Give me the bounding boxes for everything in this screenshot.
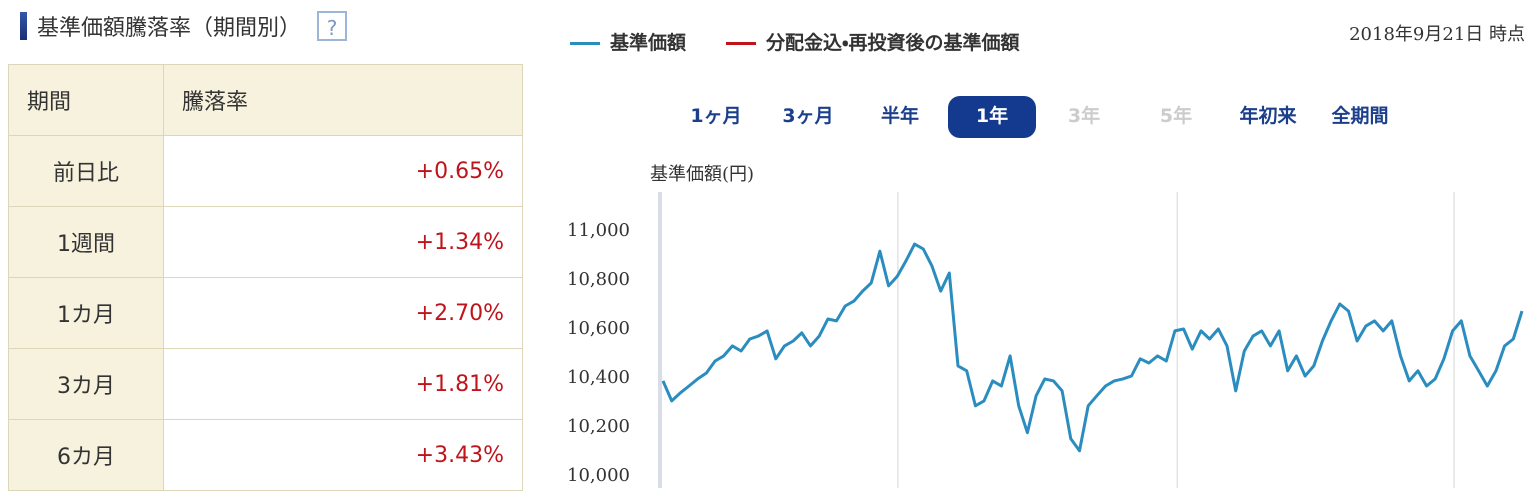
timestamp: 2018年9月21日 時点 [1349, 24, 1525, 45]
column-header: 騰落率 [163, 64, 523, 136]
y-tick-label: 10,000 [567, 465, 630, 486]
column-header: 期間 [8, 64, 164, 136]
legend: 基準価額 分配金込・再投資後の基準価額 [570, 28, 1019, 55]
return-value: +0.65% [163, 135, 523, 207]
y-tick-label: 11,000 [567, 220, 630, 241]
y-tick-label: 10,800 [567, 269, 630, 290]
period: 1カ月 [8, 277, 164, 349]
period-tab[interactable]: 半年 [880, 105, 919, 127]
period-tab[interactable]: 1ヶ月 [690, 105, 742, 127]
legend-swatch [726, 42, 757, 45]
period-tab[interactable]: 1年 [948, 96, 1036, 138]
y-tick-label: 10,600 [567, 318, 630, 339]
y-tick-label: 10,400 [567, 367, 630, 388]
legend-label: 基準価額 [610, 32, 687, 54]
table-row: 3カ月 +1.81% [8, 348, 523, 420]
legend-label: 分配金込・再投資後の基準価額 [766, 32, 1020, 54]
period: 3カ月 [8, 348, 164, 420]
legend-item: 基準価額 [570, 28, 686, 55]
return-value: +1.34% [163, 206, 523, 278]
period-tabs: 1ヶ月 3ヶ月 半年 1年 3年 5年 年初来 全期間 [672, 96, 1408, 138]
table-row: 1週間 +1.34% [8, 206, 523, 278]
period: 前日比 [8, 135, 164, 207]
returns-table: 期間 騰落率 前日比 +0.65% 1週間 +1.34% 1カ月 +2.70% 3カ月 +1.8… [8, 64, 523, 491]
title-text: 基準価額騰落率（期間別） [37, 16, 302, 41]
table-row: 6カ月 +3.43% [8, 419, 523, 491]
y-axis-label: 基準価額(円) [650, 164, 754, 185]
period: 6カ月 [8, 419, 164, 491]
return-value: +1.81% [163, 348, 523, 420]
legend-swatch [570, 42, 600, 45]
y-tick-label: 10,200 [567, 416, 630, 437]
table-row: 前日比 +0.65% [8, 135, 523, 207]
chart: 基準価額(円) 10,000 10,200 10,400 10,600 10,800 11… [567, 164, 1524, 488]
return-value: +2.70% [163, 277, 523, 349]
period: 1週間 [8, 206, 164, 278]
return-value: +3.43% [163, 419, 523, 491]
period-tab[interactable]: 3ヶ月 [782, 105, 834, 127]
help-button[interactable]: ? [317, 11, 348, 41]
section-title: 基準価額騰落率（期間別）? [20, 10, 348, 42]
price-line [661, 242, 1524, 453]
period-tab[interactable]: 年初来 [1239, 105, 1297, 127]
period-tab: 3年 [1067, 105, 1101, 127]
title-marker [20, 12, 27, 40]
period-tab: 5年 [1159, 105, 1193, 127]
period-tab[interactable]: 全期間 [1331, 105, 1389, 127]
table-row: 1カ月 +2.70% [8, 277, 523, 349]
legend-item: 分配金込・再投資後の基準価額 [726, 28, 1019, 55]
